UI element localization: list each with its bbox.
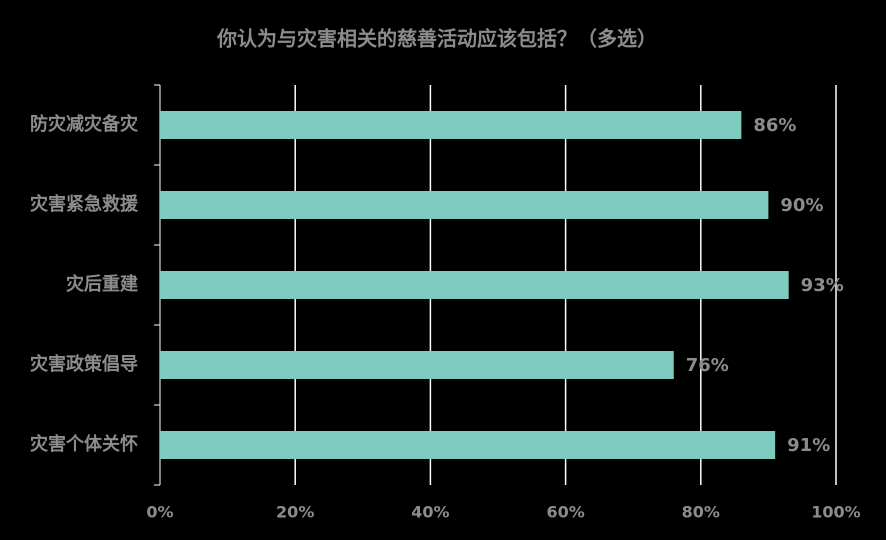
x-tick-label: 100% [811,503,860,522]
x-tick-label: 60% [546,503,584,522]
bar [160,191,769,219]
x-tick-label: 20% [276,503,314,522]
y-tick-label: 灾害个体关怀 [30,433,138,455]
y-tick-label: 灾害政策倡导 [30,353,138,375]
value-label: 86% [753,115,796,136]
y-tick-label: 防灾减灾备灾 [30,113,138,135]
bar [160,271,789,299]
y-tick-label: 灾后重建 [66,273,138,295]
chart-title: 你认为与灾害相关的慈善活动应该包括？（多选） [216,27,657,51]
value-label: 93% [801,275,844,296]
value-label: 90% [780,195,823,216]
value-label: 76% [686,355,729,376]
x-tick-label: 80% [682,503,720,522]
x-tick-label: 0% [146,503,173,522]
y-tick-label: 灾害紧急救援 [30,193,139,215]
bar [160,431,776,459]
bar [160,111,742,139]
x-tick-label: 40% [411,503,449,522]
bar [160,351,674,379]
value-label: 91% [787,435,830,456]
